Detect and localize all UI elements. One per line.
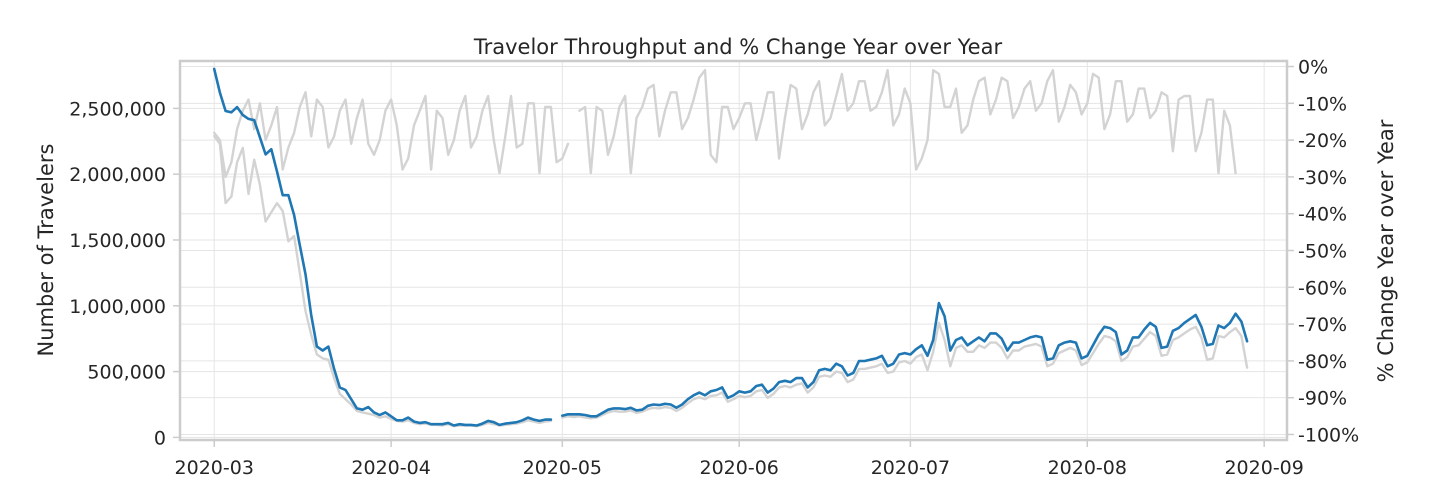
y-tick-label: 0 [154,427,166,449]
y2-tick-label: -20% [1298,130,1347,152]
x-tick-label: 2020-03 [175,457,254,479]
y2-tick-label: -40% [1298,204,1347,226]
y-tick-label: 2,000,000 [69,164,166,186]
y2-tick-label: -80% [1298,351,1347,373]
x-tick-label: 2020-09 [1224,457,1303,479]
axis-ticks: 2020-03 2020-04 2020-05 2020-06 2020-07 2020-… [69,57,1359,479]
pct-change-line [213,69,1237,179]
y-tick-label: 2,500,000 [69,98,166,120]
y2-tick-label: 0% [1298,57,1328,79]
series-lines [212,67,1249,428]
grid-lines [180,61,1287,440]
y2-tick-label: -10% [1298,93,1347,115]
x-tick-label: 2020-06 [700,457,779,479]
y-tick-label: 1,500,000 [69,230,166,252]
y-tick-label: 500,000 [87,362,166,384]
y-axis-title: Number of Travelers [34,144,58,357]
y2-tick-label: -30% [1298,167,1347,189]
x-tick-label: 2020-07 [871,457,950,479]
y2-tick-label: -60% [1298,277,1347,299]
y2-tick-label: -50% [1298,241,1347,263]
x-tick-label: 2020-05 [523,457,602,479]
travelers-line [212,67,1249,427]
y2-tick-label: -100% [1298,424,1359,446]
y2-axis-title: % Change Year over Year [1374,119,1398,382]
comparison-line [213,134,1249,428]
y2-tick-label: -70% [1298,314,1347,336]
y-tick-label: 1,000,000 [69,296,166,318]
chart-title: Travelor Throughput and % Change Year ov… [473,35,1003,59]
x-tick-label: 2020-08 [1048,457,1127,479]
x-tick-label: 2020-04 [351,457,430,479]
y2-tick-label: -90% [1298,388,1347,410]
